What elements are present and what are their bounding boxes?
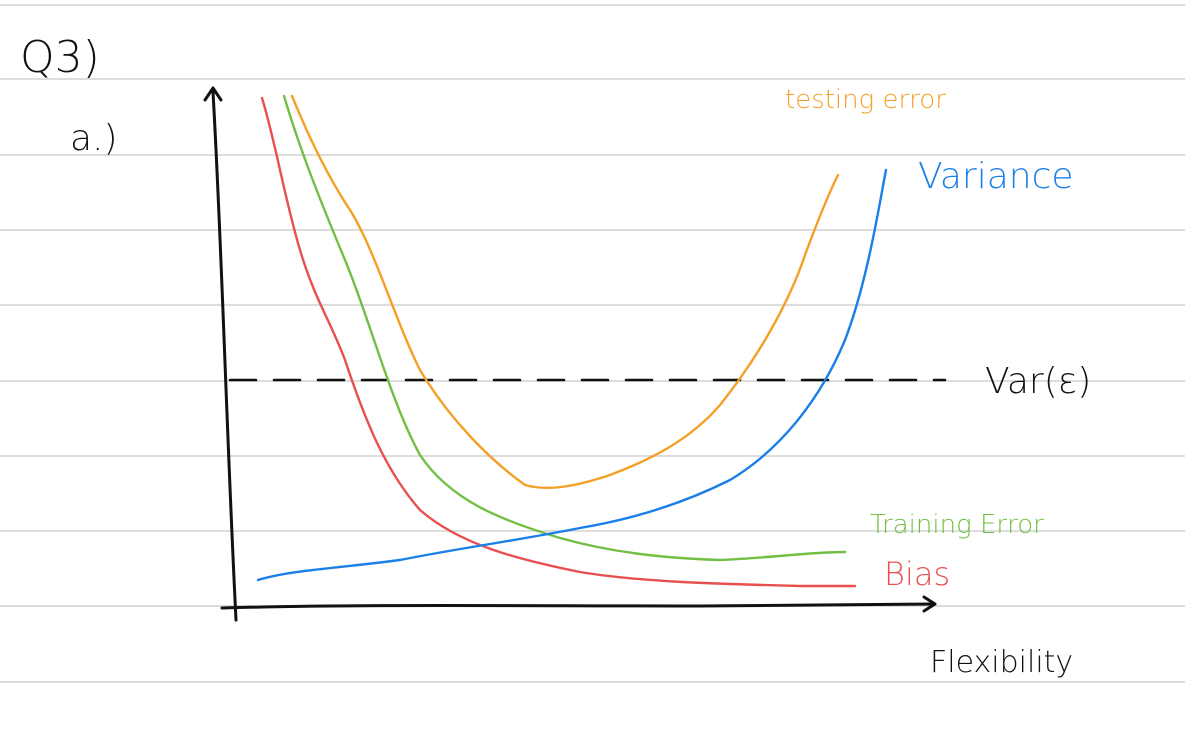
y-axis-arrowhead: [203, 86, 223, 102]
var-epsilon-label: Var(ε): [985, 361, 1091, 402]
part-label: a.): [70, 118, 118, 159]
training-error-label: Training Error: [870, 510, 1044, 540]
bias-label: Bias: [884, 555, 950, 593]
x-axis-arrowhead: [922, 595, 937, 613]
series-labels: testing error Variance Var(ε) Training E…: [785, 85, 1091, 680]
bias-curve: [260, 96, 857, 588]
y-axis: [211, 90, 238, 622]
axes: [203, 86, 937, 622]
variance-curve: [256, 168, 888, 582]
variance-label: Variance: [918, 156, 1074, 197]
training-error-curve: [282, 94, 847, 562]
x-axis: [220, 602, 936, 610]
question-label: Q3): [20, 32, 100, 83]
ruled-lines: [0, 4, 1185, 683]
x-axis-label: Flexibility: [930, 645, 1073, 680]
curves: [256, 94, 888, 588]
testing-error-curve: [290, 94, 840, 490]
testing-label: testing error: [785, 85, 946, 115]
